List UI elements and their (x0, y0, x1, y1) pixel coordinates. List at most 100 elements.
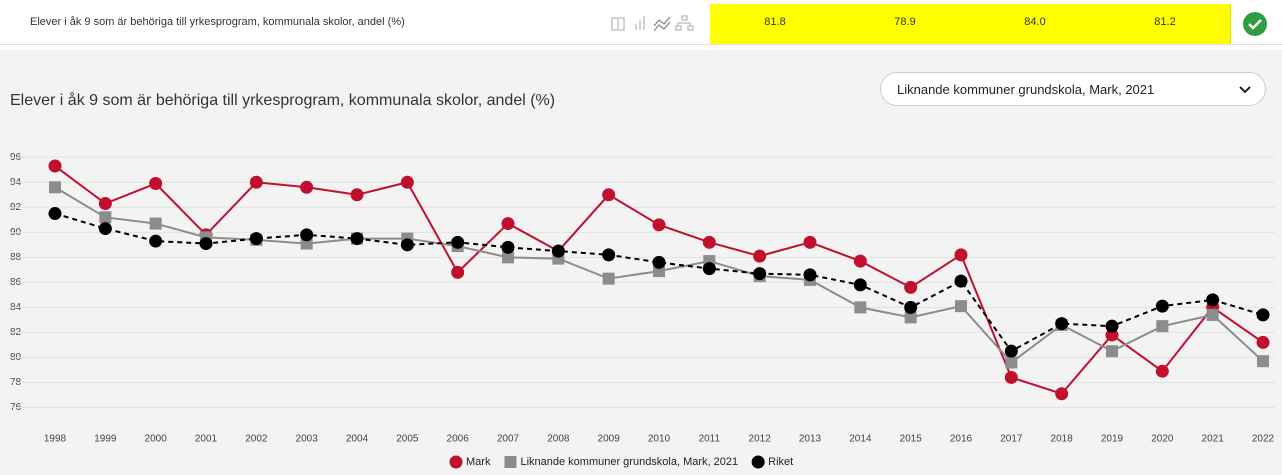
point (1206, 308, 1219, 321)
x-tick-label: 2006 (447, 434, 470, 445)
point (954, 248, 968, 262)
point (602, 188, 616, 202)
point (249, 175, 263, 189)
point (803, 235, 817, 249)
x-tick-label: 2014 (849, 434, 872, 445)
point (1256, 335, 1270, 349)
point (149, 177, 163, 191)
x-tick-label: 2002 (245, 434, 268, 445)
point (1004, 370, 1018, 384)
point (149, 234, 163, 248)
legend-swatch (449, 455, 463, 469)
point (48, 207, 62, 221)
point (350, 232, 364, 246)
x-tick-label: 2005 (396, 434, 419, 445)
point (1055, 317, 1069, 331)
point (854, 301, 867, 314)
value-cell: 81.8 (710, 4, 841, 44)
point (1155, 299, 1169, 313)
chart-title: Elever i åk 9 som är behöriga till yrkes… (10, 92, 556, 109)
comparison-dropdown[interactable]: Liknande kommuner grundskola, Mark, 2021 (880, 72, 1266, 106)
x-tick-label: 1999 (94, 434, 117, 445)
x-tick-label: 2000 (145, 434, 168, 445)
point (1256, 308, 1270, 322)
point (1257, 355, 1269, 368)
x-tick-label: 2008 (547, 434, 570, 445)
point (753, 249, 767, 263)
point (1156, 320, 1169, 333)
value-cell: 81.2 (1100, 4, 1231, 44)
x-tick-label: 2010 (648, 434, 671, 445)
status-check (1243, 12, 1267, 36)
x-tick-label: 2021 (1202, 434, 1225, 445)
point (149, 217, 162, 230)
x-tick-label: 2003 (296, 434, 319, 445)
x-tick-label: 2001 (195, 434, 218, 445)
indicator-row[interactable]: Elever i åk 9 som är behöriga till yrkes… (0, 0, 1282, 45)
point (652, 218, 666, 232)
point (702, 262, 716, 276)
point (48, 159, 62, 173)
point (602, 272, 615, 285)
legend-label: Riket (768, 456, 793, 468)
point (501, 240, 515, 254)
point (954, 274, 968, 288)
point (652, 255, 666, 269)
x-tick-label: 2015 (900, 434, 923, 445)
point (753, 267, 767, 281)
point (1105, 319, 1119, 333)
x-tick-label: 2012 (749, 434, 772, 445)
point (98, 222, 112, 236)
point (1155, 364, 1169, 378)
point (853, 278, 867, 292)
point (551, 244, 565, 258)
point (300, 228, 314, 242)
x-tick-label: 2017 (1000, 434, 1023, 445)
point (904, 300, 918, 314)
point (1106, 345, 1118, 358)
point (300, 180, 314, 194)
point (1004, 344, 1018, 358)
x-tick-label: 2009 (598, 434, 621, 445)
point (955, 300, 967, 313)
x-tick-label: 2019 (1101, 434, 1124, 445)
point (249, 232, 263, 246)
legend-swatch (751, 455, 765, 469)
point (803, 268, 817, 282)
dropdown-text: Liknande kommuner grundskola, Mark, 2021 (897, 82, 1155, 97)
point (702, 235, 716, 249)
legend-label: Liknande kommuner grundskola, Mark, 2021 (520, 456, 738, 468)
x-tick-label: 2020 (1151, 434, 1174, 445)
point (1206, 293, 1220, 307)
point (199, 237, 213, 251)
indicator-label: Elever i åk 9 som är behöriga till yrkes… (30, 16, 405, 28)
legend-label: Mark (466, 456, 491, 468)
point (451, 235, 465, 249)
x-tick-label: 2016 (950, 434, 973, 445)
point (602, 248, 616, 262)
x-tick-label: 2018 (1051, 434, 1074, 445)
x-tick-label: 1998 (44, 434, 67, 445)
x-tick-label: 2013 (799, 434, 822, 445)
series-line (54, 165, 1264, 395)
point (49, 181, 61, 194)
point (98, 197, 112, 211)
value-cell: 78.9 (840, 4, 971, 44)
point (904, 311, 917, 324)
point (99, 211, 112, 224)
view-icons[interactable] (610, 12, 700, 34)
point (853, 254, 867, 268)
chart-panel (0, 50, 1282, 475)
point (400, 238, 414, 252)
point (1005, 356, 1018, 369)
point (350, 188, 364, 202)
legend-swatch (504, 456, 517, 468)
x-tick-label: 2007 (497, 434, 520, 445)
x-tick-label: 2004 (346, 434, 369, 445)
point (502, 251, 514, 264)
point (451, 265, 465, 279)
point (501, 217, 515, 231)
point (1055, 387, 1069, 401)
